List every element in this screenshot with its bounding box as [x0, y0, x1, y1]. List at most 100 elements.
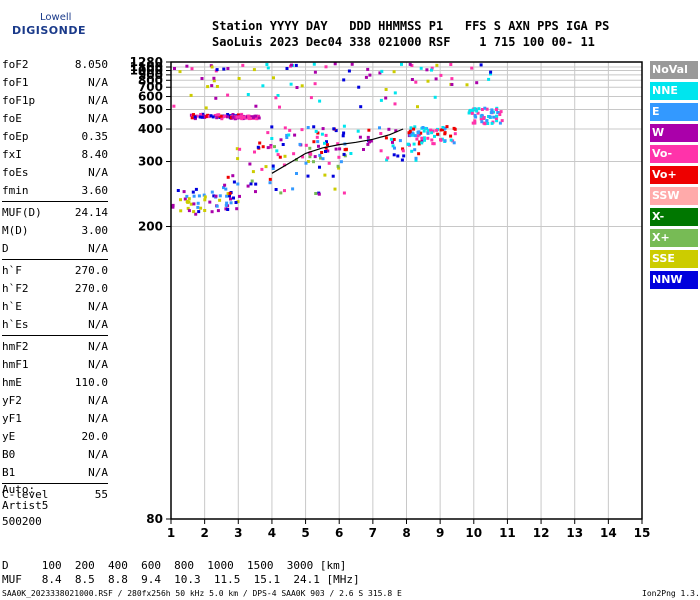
echo-point: [368, 73, 372, 77]
echo-point: [435, 63, 439, 67]
echo-point: [495, 119, 499, 123]
echo-point: [196, 205, 200, 209]
echo-point: [408, 133, 412, 137]
echo-point: [203, 198, 207, 202]
echo-point: [325, 140, 328, 144]
echo-point: [306, 126, 310, 129]
param-value: N/A: [88, 358, 108, 371]
echo-point: [272, 76, 275, 80]
echo-point: [183, 197, 187, 201]
echo-point: [439, 138, 442, 142]
echo-point: [433, 95, 437, 99]
param-value: 270.0: [74, 264, 108, 277]
echo-point: [298, 142, 302, 146]
echo-point: [213, 114, 217, 117]
echo-point: [473, 113, 477, 117]
echo-point: [283, 126, 287, 130]
echo-point: [471, 108, 475, 112]
echo-point: [445, 125, 449, 129]
x-tick-label: 8: [402, 526, 410, 540]
echo-point: [343, 148, 347, 152]
param-value: 110.0: [74, 376, 108, 389]
echo-point: [380, 69, 384, 73]
echo-point: [416, 131, 420, 135]
echo-point: [285, 67, 289, 70]
echo-point: [194, 212, 198, 216]
muf-distance-row: D 100 200 400 600 800 1000 1500 3000 [km…: [2, 559, 347, 572]
echo-point: [414, 156, 418, 160]
param-label: foF1: [2, 76, 29, 89]
echo-point: [214, 96, 218, 100]
echo-point: [242, 115, 246, 119]
echo-point: [215, 68, 219, 72]
echo-point: [224, 207, 228, 211]
x-tick-label: 9: [436, 526, 444, 540]
echo-point: [274, 188, 278, 191]
echo-point: [171, 203, 175, 207]
param-row: M(D) 3.00: [2, 224, 108, 242]
param-value: 270.0: [74, 282, 108, 295]
param-label: yF2: [2, 394, 22, 407]
echo-point: [417, 142, 421, 146]
footer-file-info: SAA0K_2023338021000.RSF / 280fx256h 50 k…: [2, 589, 402, 598]
echo-point: [494, 116, 498, 120]
echo-point: [256, 145, 260, 149]
param-label: hmE: [2, 376, 22, 389]
echo-point: [498, 121, 502, 125]
echo-point: [350, 62, 354, 66]
echo-point: [432, 142, 436, 146]
echo-point: [393, 91, 397, 95]
chart-axes: 1 2 3 4 5 6 7 8 9 10 11 12 13 14 158020030040050060070…: [130, 55, 651, 540]
echo-point: [402, 154, 406, 158]
param-row: foE N/A: [2, 112, 108, 130]
echo-point: [291, 187, 295, 191]
echo-point: [228, 194, 231, 198]
echo-point: [176, 189, 180, 192]
echo-point: [197, 210, 201, 214]
echo-point: [369, 139, 373, 143]
param-value: N/A: [88, 340, 108, 353]
echo-point: [239, 115, 243, 119]
echo-point: [308, 146, 312, 150]
y-tick-label: 1000: [130, 64, 163, 78]
echo-point: [409, 126, 413, 130]
param-label: M(D): [2, 224, 29, 237]
legend-item: W: [650, 124, 698, 142]
echo-point: [215, 116, 219, 120]
echo-point: [430, 68, 433, 72]
echo-point: [412, 127, 416, 131]
echo-point: [212, 194, 216, 198]
echo-point: [295, 172, 298, 175]
echo-point: [401, 147, 405, 151]
echo-point: [334, 129, 338, 133]
echo-point: [225, 194, 229, 198]
x-tick-label: 11: [499, 526, 516, 540]
echo-point: [487, 77, 491, 81]
echo-point: [465, 83, 469, 87]
param-value: 0.35: [81, 130, 109, 143]
echo-point: [426, 129, 430, 133]
param-label: hmF2: [2, 340, 29, 353]
param-label: yE: [2, 430, 16, 443]
echo-point: [426, 136, 430, 140]
param-label: foE: [2, 112, 22, 125]
echo-point: [202, 114, 206, 118]
echo-point: [278, 155, 282, 159]
echo-point: [266, 146, 270, 150]
echo-point: [236, 182, 240, 186]
echo-point: [338, 147, 342, 151]
echo-point: [489, 111, 493, 115]
echo-point: [400, 62, 403, 66]
echo-point: [207, 115, 211, 119]
echo-point: [393, 102, 397, 106]
echo-point: [228, 114, 232, 118]
echo-point: [347, 69, 351, 73]
echo-point: [210, 65, 214, 69]
echo-point: [482, 116, 486, 120]
param-label: fmin: [2, 184, 29, 197]
x-tick-label: 6: [335, 526, 343, 540]
echo-point: [224, 187, 228, 191]
echo-point: [271, 167, 275, 170]
param-row: h`E N/A: [2, 300, 108, 318]
echo-point: [185, 194, 189, 198]
